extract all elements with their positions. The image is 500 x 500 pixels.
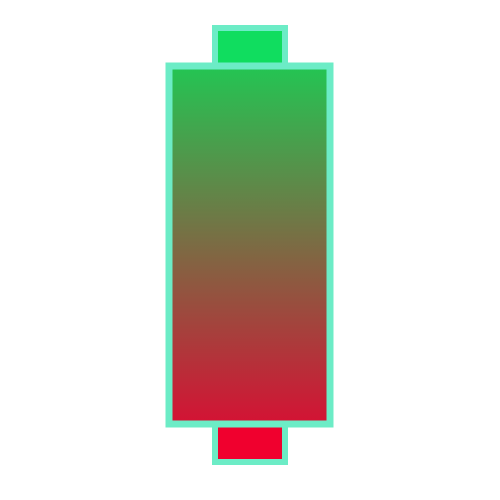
top-cap: [212, 25, 288, 69]
battery-body: [165, 62, 334, 428]
bottom-cap: [212, 419, 288, 465]
